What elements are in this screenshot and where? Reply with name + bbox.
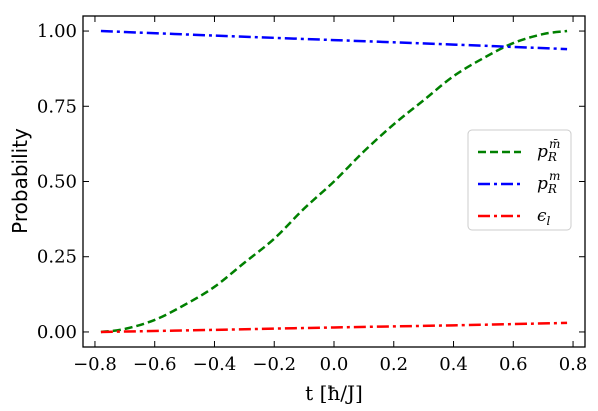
- x-tick-label: 0.6: [499, 354, 528, 375]
- x-tick-label: −0.2: [252, 354, 296, 375]
- x-tick-label: 0.4: [439, 354, 468, 375]
- x-tick-label: −0.4: [193, 354, 237, 375]
- ticks-layer: −0.8 −0.6 −0.4 −0.2 0.0 0.2 0.4 0.6 0.8 0.00 0.25 0…: [37, 16, 587, 375]
- plot-frame: [82, 15, 586, 348]
- y-tick-label: 1.00: [37, 21, 77, 42]
- x-axis-label: t [ħ/J]: [305, 381, 363, 405]
- legend: pRm̄ pRm ϵl: [467, 129, 572, 231]
- x-tick-label: 0.0: [320, 354, 349, 375]
- y-tick-label: 0.75: [37, 96, 77, 117]
- legend-box: [467, 129, 572, 231]
- y-tick-label: 0.25: [37, 247, 77, 268]
- legend-label-2: ϵl: [537, 206, 551, 228]
- y-tick-label: 0.50: [37, 172, 77, 193]
- plot-layer: [100, 29, 568, 334]
- x-tick-label: 0.2: [379, 354, 408, 375]
- x-tick-label: −0.6: [133, 354, 177, 375]
- y-tick-label: 0.00: [37, 322, 77, 343]
- y-axis-label: Probability: [8, 128, 32, 234]
- legend-label-1: pRm: [537, 169, 560, 196]
- legend-label-0: pRm̄: [537, 137, 560, 164]
- series-line-1: [100, 29, 568, 51]
- series-line-0: [100, 29, 568, 334]
- series-line-2: [100, 321, 568, 334]
- x-tick-label: 0.8: [559, 354, 588, 375]
- x-tick-label: −0.8: [73, 354, 117, 375]
